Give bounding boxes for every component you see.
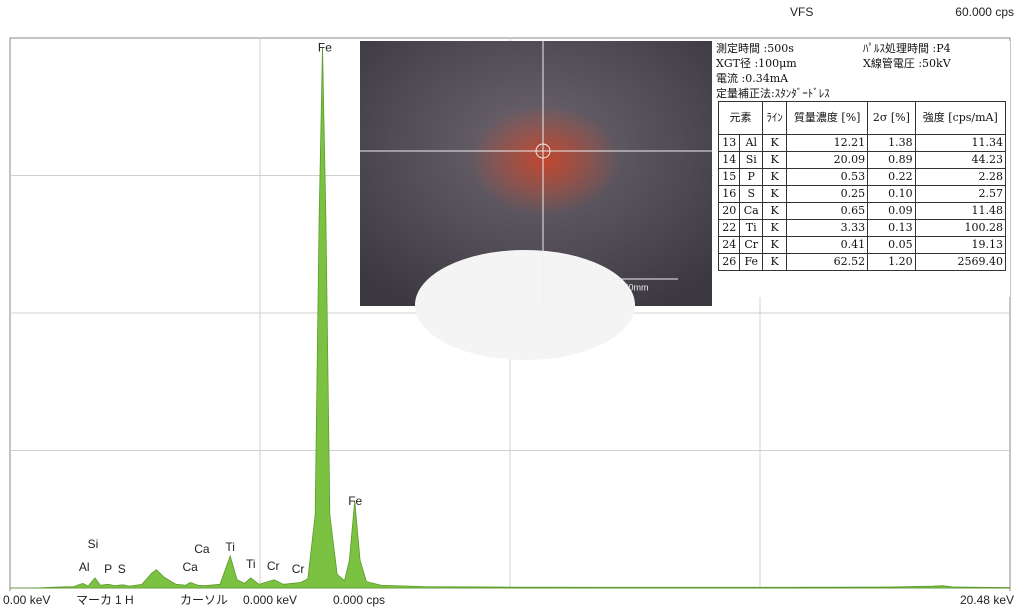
table-cell: 14 [717, 151, 741, 169]
table-cell: 13 [717, 134, 741, 152]
header-cell: ﾗｲﾝ [762, 101, 788, 135]
table-row: 22 Ti K 3.33 0.13 100.28 [717, 219, 1007, 237]
table-cell: 100.28 [914, 219, 1007, 237]
info-text: 定量補正法:ｽﾀﾝﾀﾞｰﾄﾞﾚｽ [716, 87, 830, 100]
table-cell: 0.22 [867, 168, 916, 186]
table-cell: Ca [739, 202, 764, 220]
table-cell: Cr [739, 236, 764, 254]
info-row: XGT径 :100μm X線管電圧 :50kV [713, 56, 1010, 71]
table-cell: K [762, 134, 788, 152]
result-table: 元素 ﾗｲﾝ 質量濃度 [%] 2σ [%] 強度 [cps/mA] 13 Al K 12.21… [717, 101, 1007, 271]
header-cell: 質量濃度 [%] [786, 101, 869, 135]
status-item: 1 H [115, 593, 134, 607]
scale-label: 0.50mm [616, 282, 649, 292]
table-cell: 0.13 [867, 219, 916, 237]
table-cell: 1.20 [867, 253, 916, 271]
peak-label: Ti [246, 557, 256, 571]
table-cell: S [739, 185, 764, 203]
table-cell: K [762, 253, 788, 271]
header-cell: 2σ [%] [867, 101, 916, 135]
table-cell: 0.10 [867, 185, 916, 203]
table-cell: 1.38 [867, 134, 916, 152]
peak-label: Ca [194, 542, 210, 556]
x-tick-label: 0.00 keV [3, 593, 50, 607]
y-tick-label: 60.000 cps [955, 5, 1014, 19]
table-cell: Ti [739, 219, 764, 237]
table-cell: 0.65 [786, 202, 869, 220]
peak-label: Al [79, 560, 90, 574]
peak-label: S [118, 562, 126, 576]
table-cell: 20 [717, 202, 741, 220]
scale-name: VFS [790, 5, 813, 19]
status-item: 0.000 cps [333, 593, 385, 607]
table-cell: 22 [717, 219, 741, 237]
table-cell: 0.53 [786, 168, 869, 186]
status-item: 0.000 keV [243, 593, 297, 607]
table-row: 13 Al K 12.21 1.38 11.34 [717, 134, 1007, 152]
table-cell: K [762, 202, 788, 220]
table-cell: 16 [717, 185, 741, 203]
table-cell: 2.57 [914, 185, 1007, 203]
info-text: 電流 :0.34mA [716, 72, 789, 85]
table-cell: K [762, 185, 788, 203]
info-text: ﾊﾟﾙｽ処理時間 :P4 [863, 42, 951, 55]
table-cell: 0.09 [867, 202, 916, 220]
table-cell: K [762, 219, 788, 237]
header-row: 元素 ﾗｲﾝ 質量濃度 [%] 2σ [%] 強度 [cps/mA] [717, 101, 1007, 135]
table-cell: P [739, 168, 764, 186]
table-row: 26 Fe K 62.52 1.20 2569.40 [717, 253, 1007, 271]
table-cell: Al [739, 134, 764, 152]
x-tick-label: 20.48 keV [960, 593, 1014, 607]
table-cell: 0.05 [867, 236, 916, 254]
table-cell: 20.09 [786, 151, 869, 169]
result-panel: 測定時間 :500s ﾊﾟﾙｽ処理時間 :P4 XGT径 :100μm X線管電圧 :… [713, 41, 1010, 297]
peak-label: Cr [292, 562, 305, 576]
info-text: XGT径 :100μm [716, 57, 797, 70]
status-item: マーカ [76, 593, 112, 607]
table-row: 24 Cr K 0.41 0.05 19.13 [717, 236, 1007, 254]
peak-label: P [104, 562, 112, 576]
info-text: X線管電圧 :50kV [863, 57, 951, 70]
table-cell: 2.28 [914, 168, 1007, 186]
peak-label: Fe [348, 494, 362, 508]
table-cell: 15 [717, 168, 741, 186]
table-cell: K [762, 236, 788, 254]
table-cell: 0.25 [786, 185, 869, 203]
table-cell: 19.13 [914, 236, 1007, 254]
table-cell: 44.23 [914, 151, 1007, 169]
peak-label: Cr [267, 559, 280, 573]
table-cell: 0.89 [867, 151, 916, 169]
table-cell: Si [739, 151, 764, 169]
table-cell: 24 [717, 236, 741, 254]
peak-label: Ti [225, 540, 235, 554]
info-row: 定量補正法:ｽﾀﾝﾀﾞｰﾄﾞﾚｽ [713, 86, 1010, 101]
table-cell: 11.48 [914, 202, 1007, 220]
table-cell: 26 [717, 253, 741, 271]
camera-image: 0.50mm [360, 41, 712, 360]
table-cell: 11.34 [914, 134, 1007, 152]
header-cell: 強度 [cps/mA] [914, 101, 1007, 135]
table-cell: K [762, 168, 788, 186]
info-row: 電流 :0.34mA [713, 71, 1010, 86]
table-cell: 2569.40 [914, 253, 1007, 271]
info-text: 測定時間 :500s [716, 42, 794, 55]
peak-label: Ca [183, 560, 199, 574]
table-row: 15 P K 0.53 0.22 2.28 [717, 168, 1007, 186]
peak-label: Fe [318, 40, 332, 54]
table-row: 14 Si K 20.09 0.89 44.23 [717, 151, 1007, 169]
spectrum [10, 47, 1011, 589]
status-item: カーソル [180, 593, 228, 607]
peak-label: Si [88, 537, 99, 551]
header-cell: 元素 [717, 101, 764, 135]
table-row: 16 S K 0.25 0.10 2.57 [717, 185, 1007, 203]
table-cell: K [762, 151, 788, 169]
table-cell: Fe [739, 253, 764, 271]
table-cell: 62.52 [786, 253, 869, 271]
table-cell: 0.41 [786, 236, 869, 254]
table-row: 20 Ca K 0.65 0.09 11.48 [717, 202, 1007, 220]
table-cell: 3.33 [786, 219, 869, 237]
table-cell: 12.21 [786, 134, 869, 152]
info-row: 測定時間 :500s ﾊﾟﾙｽ処理時間 :P4 [713, 41, 1010, 56]
